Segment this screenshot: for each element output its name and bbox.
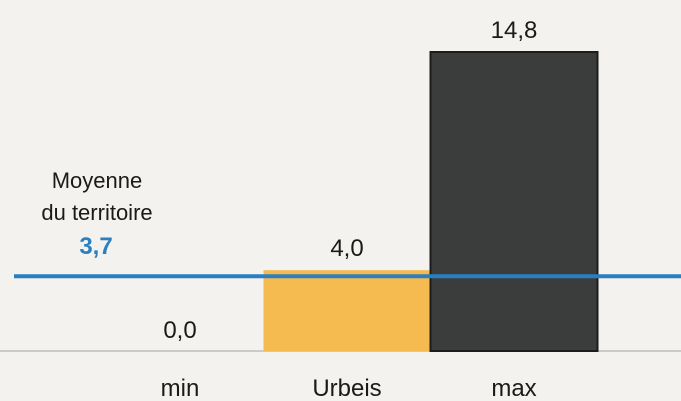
value-label-urbeis: 4,0 (330, 235, 363, 262)
average-label-line2: du territoire (41, 200, 152, 225)
value-label-max: 14,8 (491, 17, 538, 44)
category-label-max: max (491, 375, 536, 401)
average-value-label: 3,7 (79, 233, 112, 260)
value-label-min: 0,0 (163, 317, 196, 344)
bar-max (429, 51, 599, 352)
category-label-min: min (161, 375, 200, 401)
bar-urbeis (263, 270, 431, 351)
average-label-line1: Moyenne (52, 168, 143, 193)
category-label-urbeis: Urbeis (312, 375, 381, 401)
